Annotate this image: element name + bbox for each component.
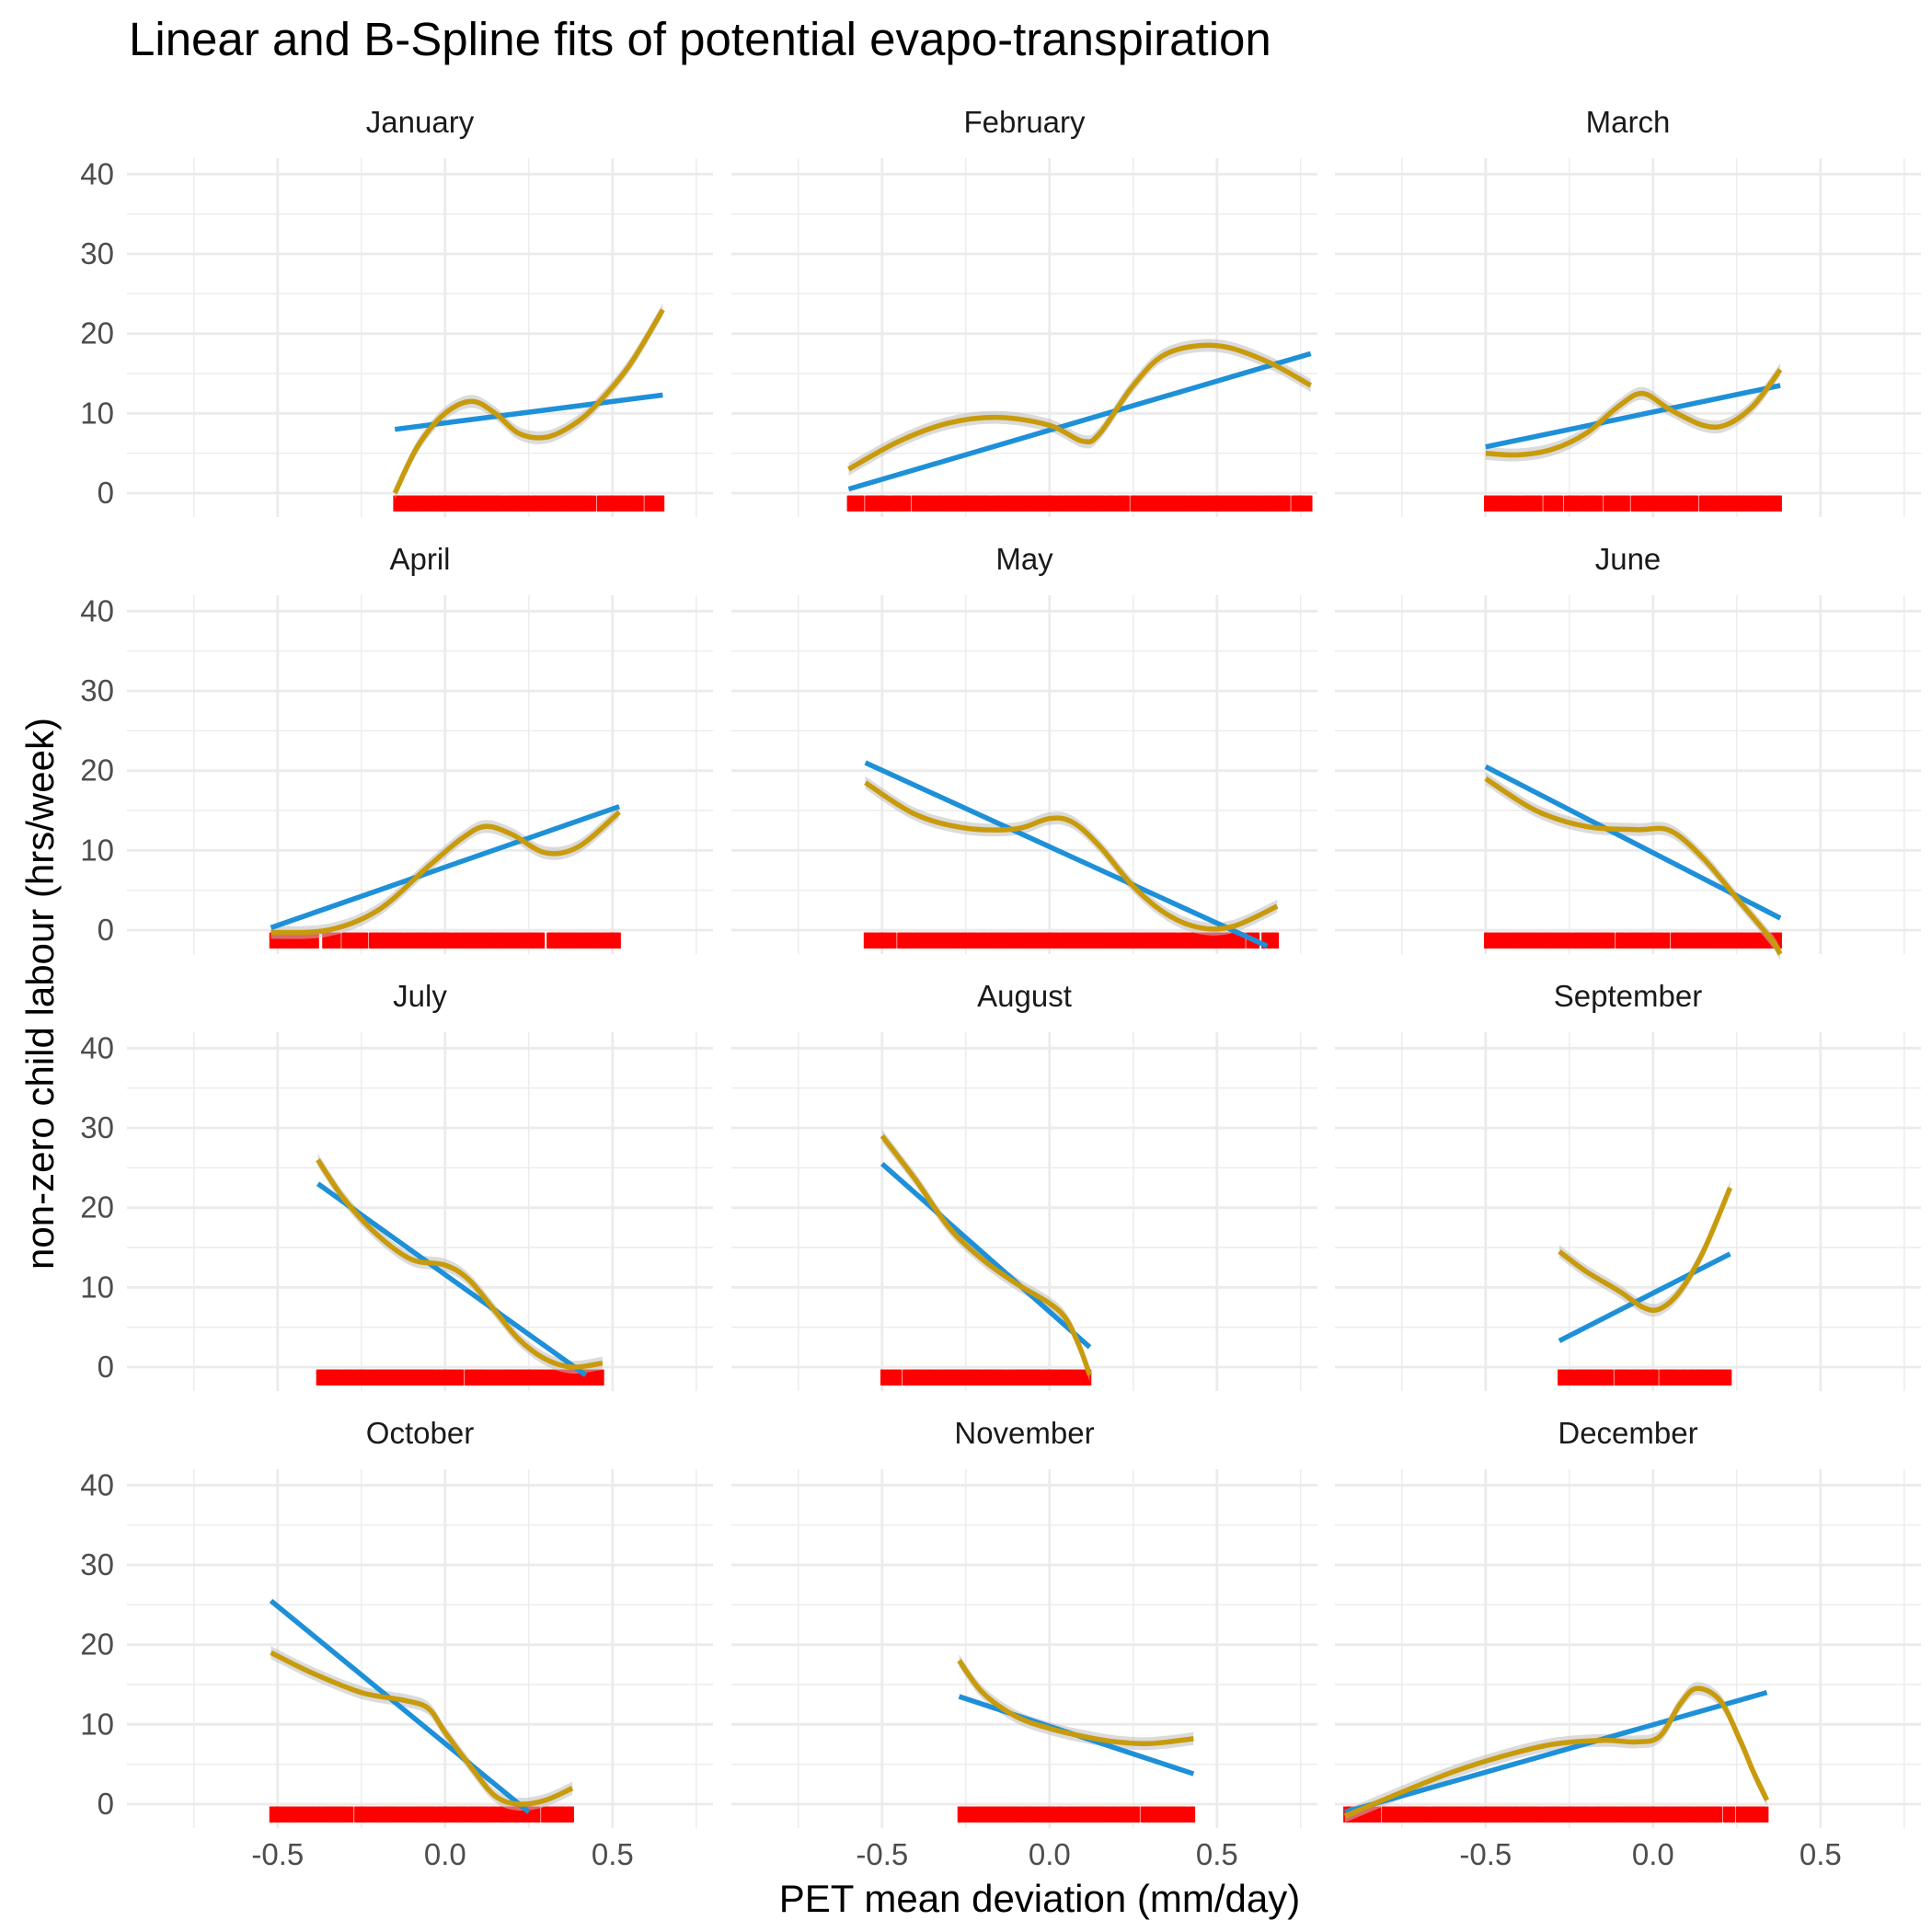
panel-title-july: July (393, 979, 447, 1013)
panel-february: February (731, 105, 1317, 517)
y-tick-label: 30 (80, 236, 114, 270)
linear-fit-line (1344, 1690, 1768, 1815)
panel-december: December -0.5 0.0 0.5 (1335, 1416, 1921, 1871)
y-tick-label: 0 (98, 1787, 114, 1821)
rug-february (846, 495, 1313, 512)
spline-fit-line (1484, 776, 1783, 956)
panel-october: October 0 10 20 30 40 -0.5 0.0 0.5 (80, 1416, 713, 1871)
spline-fit-line (1485, 368, 1783, 458)
x-tick-label: 0.5 (1196, 1837, 1238, 1871)
panel-title-june: June (1595, 542, 1662, 576)
rug-april (269, 932, 621, 949)
rug-october (269, 1806, 574, 1823)
linear-fit-line (394, 392, 663, 432)
y-tick-label: 20 (80, 316, 114, 351)
panel-june: June (1335, 542, 1921, 960)
spline-fit-line (1558, 1186, 1733, 1314)
spline-fit-line (270, 1650, 574, 1807)
linear-fit-line (1558, 1251, 1731, 1343)
rug-december (1343, 1806, 1769, 1823)
chart-title: Linear and B-Spline fits of potential ev… (129, 13, 1271, 65)
panel-grid: January 0 10 20 30 40 February March April 0 10 20 3… (80, 105, 1921, 1871)
x-tick-label: -0.5 (856, 1837, 908, 1871)
panel-august: August (731, 979, 1317, 1391)
x-tick-label: 0.5 (592, 1837, 634, 1871)
panel-april: April 0 10 20 30 40 (80, 542, 713, 954)
x-tick-label: 0.0 (1029, 1837, 1071, 1871)
y-tick-label: 20 (80, 1627, 114, 1662)
spline-fit-line (316, 1158, 604, 1370)
y-axis-title: non-zero child labour (hrs/week) (18, 718, 62, 1270)
rug-november (957, 1806, 1196, 1823)
spline-confidence-band (317, 1153, 603, 1374)
panel-title-september: September (1554, 979, 1702, 1013)
linear-fit-line (847, 351, 1312, 492)
y-tick-label: 10 (80, 1707, 114, 1741)
panel-january: January 0 10 20 30 40 (80, 105, 713, 517)
rug-january (393, 495, 665, 512)
y-tick-label: 40 (80, 1030, 114, 1064)
panel-title-february: February (963, 105, 1086, 139)
y-tick-label: 10 (80, 833, 114, 867)
y-tick-label: 0 (98, 913, 114, 947)
linear-fit-line (880, 1161, 1092, 1350)
x-tick-label: 0.0 (1632, 1837, 1674, 1871)
y-tick-label: 20 (80, 1190, 114, 1225)
spline-confidence-band (848, 339, 1311, 476)
rug-may (863, 932, 1280, 949)
panel-title-november: November (954, 1416, 1094, 1450)
panel-may: May (731, 542, 1317, 954)
panel-july: July 0 10 20 30 40 (80, 979, 713, 1391)
panel-title-march: March (1586, 105, 1671, 139)
panel-title-october: October (366, 1416, 474, 1450)
linear-fit-line (269, 1598, 531, 1814)
linear-fit-line (270, 804, 620, 930)
x-tick-label: -0.5 (1459, 1837, 1512, 1871)
spline-fit-line (864, 780, 1279, 932)
panel-title-august: August (977, 979, 1072, 1013)
spline-fit-line (847, 342, 1313, 472)
rug-august (880, 1369, 1092, 1386)
spline-fit-line (957, 1659, 1194, 1747)
spline-fit-line (1343, 1685, 1770, 1819)
x-tick-label: 0.5 (1800, 1837, 1842, 1871)
x-tick-label: -0.5 (251, 1837, 304, 1871)
y-tick-label: 0 (98, 476, 114, 510)
linear-fit-line (316, 1181, 588, 1377)
y-tick-label: 0 (98, 1350, 114, 1384)
panel-title-january: January (366, 105, 475, 139)
spline-confidence-band (1485, 362, 1781, 462)
rug-september (1558, 1369, 1732, 1386)
y-tick-label: 40 (80, 156, 114, 190)
x-axis-title: PET mean deviation (mm/day) (779, 1877, 1300, 1920)
rug-july (316, 1369, 604, 1386)
spline-confidence-band (865, 776, 1278, 936)
y-tick-label: 10 (80, 396, 114, 430)
panel-title-april: April (389, 542, 450, 576)
linear-fit-line (1485, 383, 1781, 450)
y-tick-label: 30 (80, 673, 114, 707)
linear-fit-line (864, 760, 1269, 949)
y-tick-label: 30 (80, 1110, 114, 1144)
spline-fit-line (392, 308, 665, 495)
y-tick-label: 40 (80, 1467, 114, 1501)
panel-november: November -0.5 0.0 0.5 (731, 1416, 1317, 1871)
spline-confidence-band (270, 1646, 573, 1811)
panel-title-may: May (995, 542, 1053, 576)
y-tick-label: 40 (80, 593, 114, 627)
y-tick-label: 20 (80, 753, 114, 788)
panel-title-december: December (1558, 1416, 1697, 1450)
spline-fit-line (270, 810, 621, 936)
rug-june (1484, 932, 1782, 949)
rug-march (1484, 495, 1782, 512)
panel-september: September (1335, 979, 1921, 1391)
spline-confidence-band (1485, 772, 1781, 960)
x-tick-label: 0.0 (424, 1837, 466, 1871)
spline-fit-line (880, 1134, 1093, 1376)
y-tick-label: 30 (80, 1547, 114, 1581)
panel-march: March (1335, 105, 1921, 517)
y-tick-label: 10 (80, 1270, 114, 1304)
